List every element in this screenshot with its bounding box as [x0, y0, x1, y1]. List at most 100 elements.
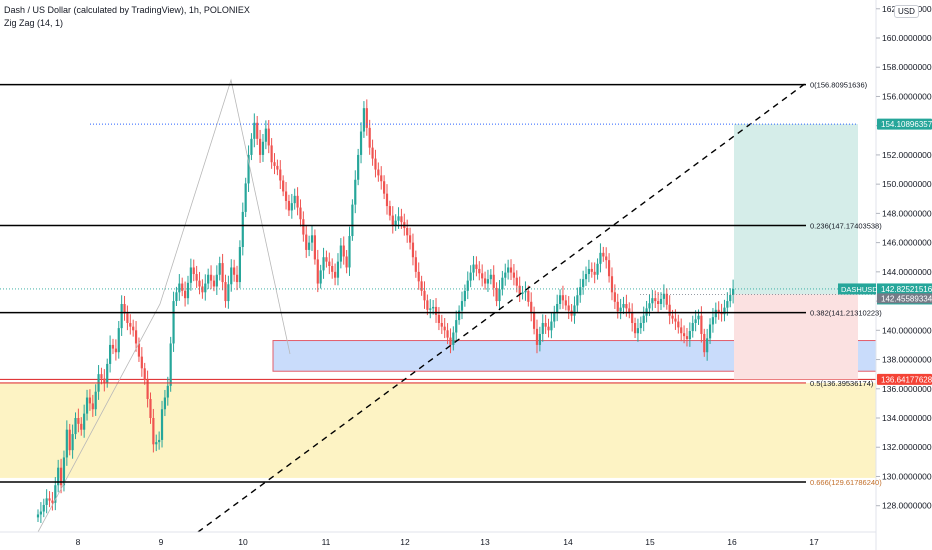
candle-body — [458, 310, 461, 321]
x-tick-label: 15 — [645, 537, 655, 547]
candle-body — [697, 315, 700, 320]
candle-body — [140, 356, 143, 369]
x-tick-label: 14 — [563, 537, 573, 547]
candle-body — [729, 295, 732, 302]
candle-body — [509, 267, 513, 273]
candle-body — [186, 282, 190, 299]
candle-body — [279, 169, 282, 181]
zigzag-indicator-line — [37, 78, 291, 533]
fib-level-label: 0.666(129.61786240) — [810, 478, 882, 487]
candle-body — [83, 413, 86, 430]
candle-body — [388, 206, 391, 216]
x-tick-label: 9 — [159, 537, 164, 547]
target-price-tag-bg — [877, 118, 932, 130]
candle-body — [408, 235, 412, 243]
y-tick-label: 138.00000000 — [882, 355, 932, 365]
candle-body — [472, 264, 475, 273]
candle-body — [466, 280, 469, 291]
y-tick-label: 160.00000000 — [882, 33, 932, 43]
candle-body — [443, 326, 446, 331]
candle-body — [258, 138, 262, 155]
candle-body — [625, 304, 628, 309]
candle-body — [85, 397, 89, 414]
candle-body — [134, 330, 138, 344]
candle-body — [123, 304, 126, 314]
currency-badge[interactable]: USD — [894, 5, 919, 18]
candle-body — [111, 344, 115, 349]
candle-body — [460, 301, 464, 311]
candle-body — [68, 429, 71, 451]
candle-body — [77, 418, 80, 424]
x-axis-layer: 8 9 10 11 12 13 14 15 16 17 — [0, 531, 876, 547]
candle-body — [553, 312, 556, 322]
candle-body — [633, 323, 637, 334]
candle-body — [316, 259, 319, 284]
candle-body — [524, 290, 527, 293]
candle-body — [233, 267, 236, 275]
candle-body — [385, 193, 389, 207]
candle-body — [126, 313, 129, 323]
candle-body — [354, 179, 357, 205]
x-tick-label: 17 — [809, 537, 819, 547]
candle-body — [129, 323, 132, 327]
candle-body — [149, 399, 152, 418]
candle-body — [296, 195, 299, 208]
candle-body — [648, 303, 651, 309]
candle-body — [694, 319, 697, 323]
candle-body — [440, 323, 443, 327]
candle-body — [383, 181, 386, 194]
candle-body — [691, 323, 694, 332]
candle-body — [62, 457, 66, 486]
candle-body — [261, 141, 265, 155]
candle-body — [631, 312, 634, 323]
candle-body — [708, 324, 712, 339]
candle-body — [276, 165, 279, 170]
candle-body — [357, 154, 360, 180]
lines-layer — [0, 78, 876, 533]
x-tick-label: 16 — [727, 537, 737, 547]
candle-body — [478, 268, 481, 274]
candle-body — [342, 245, 345, 257]
candle-body — [57, 467, 60, 486]
candle-body — [636, 328, 640, 334]
candle-body — [717, 309, 720, 313]
candle-body — [567, 305, 570, 311]
candle-body — [605, 256, 608, 261]
candle-body — [449, 337, 452, 345]
candles-layer — [36, 99, 735, 523]
candle-body — [336, 261, 340, 278]
x-tick-label: 13 — [480, 537, 490, 547]
candle-body — [368, 127, 371, 148]
candle-body — [201, 286, 204, 293]
candle-body — [270, 145, 273, 163]
candle-body — [91, 403, 94, 410]
candle-body — [703, 333, 706, 353]
candle-body — [642, 315, 645, 323]
candle-body — [411, 242, 415, 258]
candle-body — [256, 122, 259, 139]
price-tags-layer: 154.10896357DASHUSD142.8252151651:01142.… — [838, 118, 932, 385]
candle-body — [576, 295, 579, 306]
candle-body — [305, 234, 308, 250]
candle-body — [711, 317, 715, 325]
candle-body — [212, 280, 216, 287]
candle-body — [313, 235, 316, 260]
candle-body — [726, 301, 729, 308]
candle-body — [455, 320, 458, 333]
candle-body — [469, 272, 472, 281]
fib-labels-layer: 0(156.80951636) 0.236(147.17403538) 0.382(… — [810, 81, 882, 487]
candle-body — [414, 257, 417, 272]
candle-body — [273, 162, 276, 166]
candle-body — [486, 279, 490, 284]
x-tick-label: 10 — [238, 537, 248, 547]
current-price-tag-text: 142.82521516 — [881, 285, 932, 294]
candle-body — [599, 252, 602, 264]
candle-body — [561, 295, 565, 301]
candle-body — [380, 175, 383, 182]
indicator-label[interactable]: Zig Zag (14, 1) — [4, 18, 64, 28]
candle-body — [155, 442, 158, 445]
candle-body — [362, 108, 366, 132]
candle-body — [328, 261, 331, 266]
candle-body — [535, 328, 539, 345]
